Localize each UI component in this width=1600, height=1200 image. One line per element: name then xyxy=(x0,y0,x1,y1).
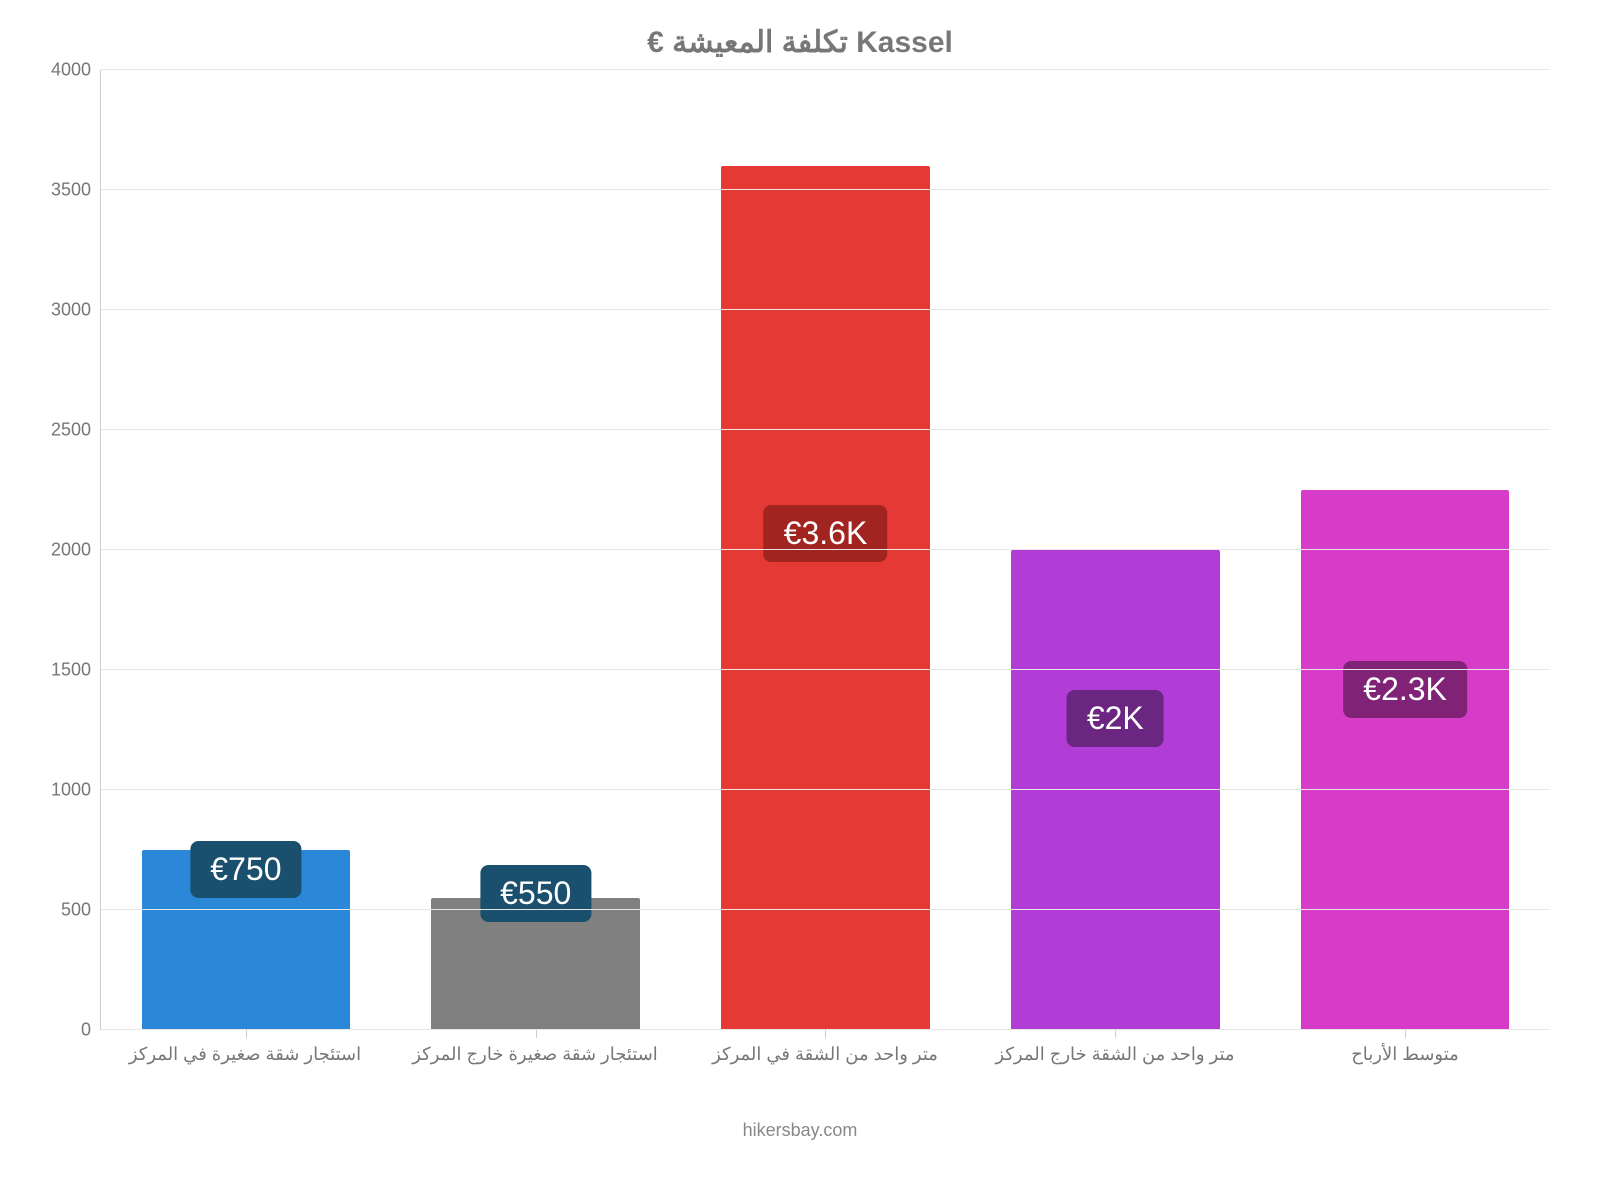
y-tick-label: 0 xyxy=(81,1020,101,1041)
bar-value-label: €550 xyxy=(480,865,591,922)
bar-slot: €2.3K xyxy=(1260,70,1550,1030)
x-tick xyxy=(536,1030,537,1038)
bar xyxy=(721,166,930,1030)
y-tick-label: 3500 xyxy=(51,180,101,201)
x-category-label: متر واحد من الشقة في المركز xyxy=(680,1044,970,1065)
bar-slot: €550 xyxy=(391,70,681,1030)
x-category-label: استئجار شقة صغيرة في المركز xyxy=(100,1044,390,1065)
plot-area: €750€550€3.6K€2K€2.3K 050010001500200025… xyxy=(100,70,1550,1030)
x-category-label: متوسط الأرباح xyxy=(1260,1044,1550,1065)
bar-slot: €2K xyxy=(970,70,1260,1030)
x-tick xyxy=(1405,1030,1406,1038)
y-tick-label: 1000 xyxy=(51,780,101,801)
chart-title: € تكلفة المعيشة Kassel xyxy=(40,20,1560,60)
gridline xyxy=(101,69,1550,70)
bar-value-label: €3.6K xyxy=(764,505,888,562)
x-tick xyxy=(246,1030,247,1038)
bar-value-label: €750 xyxy=(190,841,301,898)
x-tick xyxy=(1115,1030,1116,1038)
bar-slot: €3.6K xyxy=(681,70,971,1030)
y-tick-label: 3000 xyxy=(51,300,101,321)
y-tick-label: 1500 xyxy=(51,660,101,681)
bar-value-label: €2K xyxy=(1067,690,1164,747)
gridline xyxy=(101,669,1550,670)
gridline xyxy=(101,549,1550,550)
x-labels-row: استئجار شقة صغيرة في المركزاستئجار شقة ص… xyxy=(100,1044,1550,1065)
gridline xyxy=(101,189,1550,190)
bar xyxy=(1301,490,1510,1030)
plot-area-wrap: €750€550€3.6K€2K€2.3K 050010001500200025… xyxy=(100,70,1550,1030)
x-category-label: متر واحد من الشقة خارج المركز xyxy=(970,1044,1260,1065)
bar-slot: €750 xyxy=(101,70,391,1030)
x-tick xyxy=(825,1030,826,1038)
gridline xyxy=(101,789,1550,790)
x-category-label: استئجار شقة صغيرة خارج المركز xyxy=(390,1044,680,1065)
gridline xyxy=(101,909,1550,910)
y-tick-label: 2500 xyxy=(51,420,101,441)
bar xyxy=(1011,550,1220,1030)
chart-container: € تكلفة المعيشة Kassel €750€550€3.6K€2K€… xyxy=(40,20,1560,1180)
footer-credit: hikersbay.com xyxy=(40,1120,1560,1141)
gridline xyxy=(101,429,1550,430)
gridline xyxy=(101,1029,1550,1030)
y-tick-label: 4000 xyxy=(51,60,101,81)
gridline xyxy=(101,309,1550,310)
y-tick-label: 2000 xyxy=(51,540,101,561)
y-tick-label: 500 xyxy=(61,900,101,921)
bars-row: €750 €550 €3.6K €2K €2.3K xyxy=(101,70,1550,1030)
